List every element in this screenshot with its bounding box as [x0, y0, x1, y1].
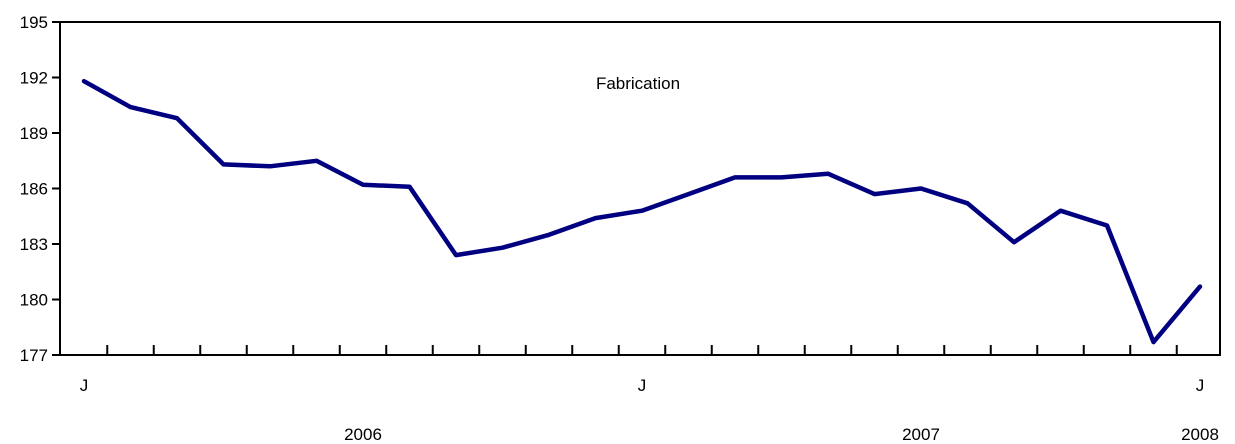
x-year-label: 2006: [344, 425, 382, 444]
y-tick-label: 195: [20, 13, 48, 32]
x-year-label: 2008: [1181, 425, 1219, 444]
series-label: Fabrication: [596, 74, 680, 93]
y-tick-label: 186: [20, 180, 48, 199]
y-tick-label: 192: [20, 69, 48, 88]
x-tick-label: J: [80, 376, 89, 395]
y-tick-label: 189: [20, 124, 48, 143]
x-axis: J J J 2006 2007 2008: [80, 345, 1219, 444]
x-year-label: 2007: [902, 425, 940, 444]
y-tick-label: 180: [20, 291, 48, 310]
y-tick-label: 177: [20, 346, 48, 365]
series-line-fabrication: [81, 78, 1203, 345]
y-axis: 177 180 183 186 189 192 195: [20, 13, 60, 365]
y-tick-label: 183: [20, 235, 48, 254]
x-tick-label: J: [1196, 376, 1205, 395]
plot-frame: [59, 21, 1221, 356]
x-tick-label: J: [638, 376, 647, 395]
